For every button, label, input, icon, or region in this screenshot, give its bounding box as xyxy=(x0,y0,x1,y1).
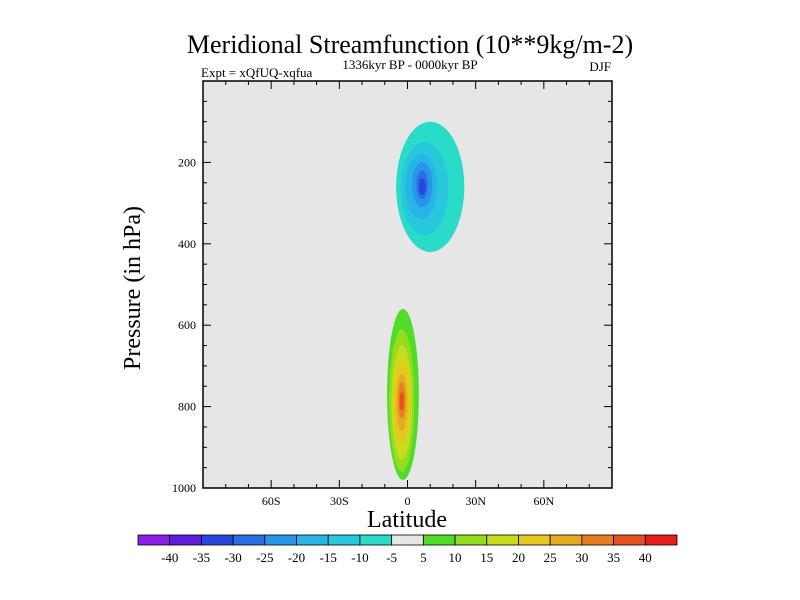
y-tick-label: 1000 xyxy=(172,481,196,495)
colorbar-swatch xyxy=(169,534,202,546)
colorbar-label: 5 xyxy=(420,550,427,565)
colorbar-label: -25 xyxy=(256,550,273,565)
chart-title: Meridional Streamfunction (10**9kg/m-2) xyxy=(187,30,633,59)
y-tick-label: 200 xyxy=(178,155,196,169)
x-axis: 60S 30S 0 30N 60N xyxy=(225,81,590,508)
colorbar-swatch xyxy=(391,534,424,546)
colorbar-swatch xyxy=(613,534,646,546)
colorbar-swatch xyxy=(518,534,551,546)
colorbar-label: 40 xyxy=(639,550,652,565)
chart-subtitle-center: 1336kyr BP - 0000kyr BP xyxy=(342,57,477,72)
colorbar-swatch xyxy=(422,534,456,546)
colorbar-label: -30 xyxy=(224,550,241,565)
contour-layer xyxy=(387,121,465,480)
colorbar-swatch xyxy=(296,534,329,546)
colorbar-swatch xyxy=(454,534,488,546)
x-tick-label: 60N xyxy=(533,494,554,508)
colorbar-swatch xyxy=(137,534,171,546)
colorbar-swatch xyxy=(201,534,234,546)
colorbar: -40 -35 -30 -25 -20 -15 -10 -5 5 10 15 20 25 30 35 40 xyxy=(137,534,678,565)
x-tick-label: 30S xyxy=(330,494,349,508)
colorbar-label: -5 xyxy=(386,550,397,565)
colorbar-label: 35 xyxy=(607,550,620,565)
colorbar-swatch xyxy=(581,534,614,546)
colorbar-label: -40 xyxy=(161,550,178,565)
colorbar-swatch xyxy=(327,534,361,546)
x-tick-label: 60S xyxy=(262,494,281,508)
y-axis: 200 400 600 800 1000 xyxy=(172,100,612,495)
colorbar-swatch xyxy=(486,534,519,546)
chart-subtitle-right: DJF xyxy=(589,59,611,74)
y-tick-label: 800 xyxy=(178,400,196,414)
colorbar-swatch xyxy=(264,534,297,546)
colorbar-swatch xyxy=(359,534,393,546)
colorbar-swatch xyxy=(644,534,678,546)
colorbar-label: -15 xyxy=(320,550,337,565)
colorbar-swatch xyxy=(549,534,583,546)
y-axis-label: Pressure (in hPa) xyxy=(120,206,146,370)
x-axis-label: Latitude xyxy=(367,507,447,533)
colorbar-label: 20 xyxy=(512,550,525,565)
colorbar-label: 10 xyxy=(449,550,462,565)
y-tick-label: 600 xyxy=(178,318,196,332)
x-tick-label: 30N xyxy=(465,494,486,508)
colorbar-label: 15 xyxy=(480,550,493,565)
colorbar-label: -10 xyxy=(351,550,368,565)
lower-positive-core xyxy=(399,392,405,411)
colorbar-label: -20 xyxy=(288,550,305,565)
x-tick-label: 0 xyxy=(405,494,411,508)
colorbar-label: 30 xyxy=(575,550,588,565)
nh-upper-negative-core xyxy=(418,178,426,195)
colorbar-swatch xyxy=(232,534,266,546)
colorbar-label: 25 xyxy=(544,550,557,565)
colorbar-label: -35 xyxy=(193,550,210,565)
chart-subtitle-left: Expt = xQfUQ-xqfua xyxy=(201,65,313,80)
y-tick-label: 400 xyxy=(178,237,196,251)
